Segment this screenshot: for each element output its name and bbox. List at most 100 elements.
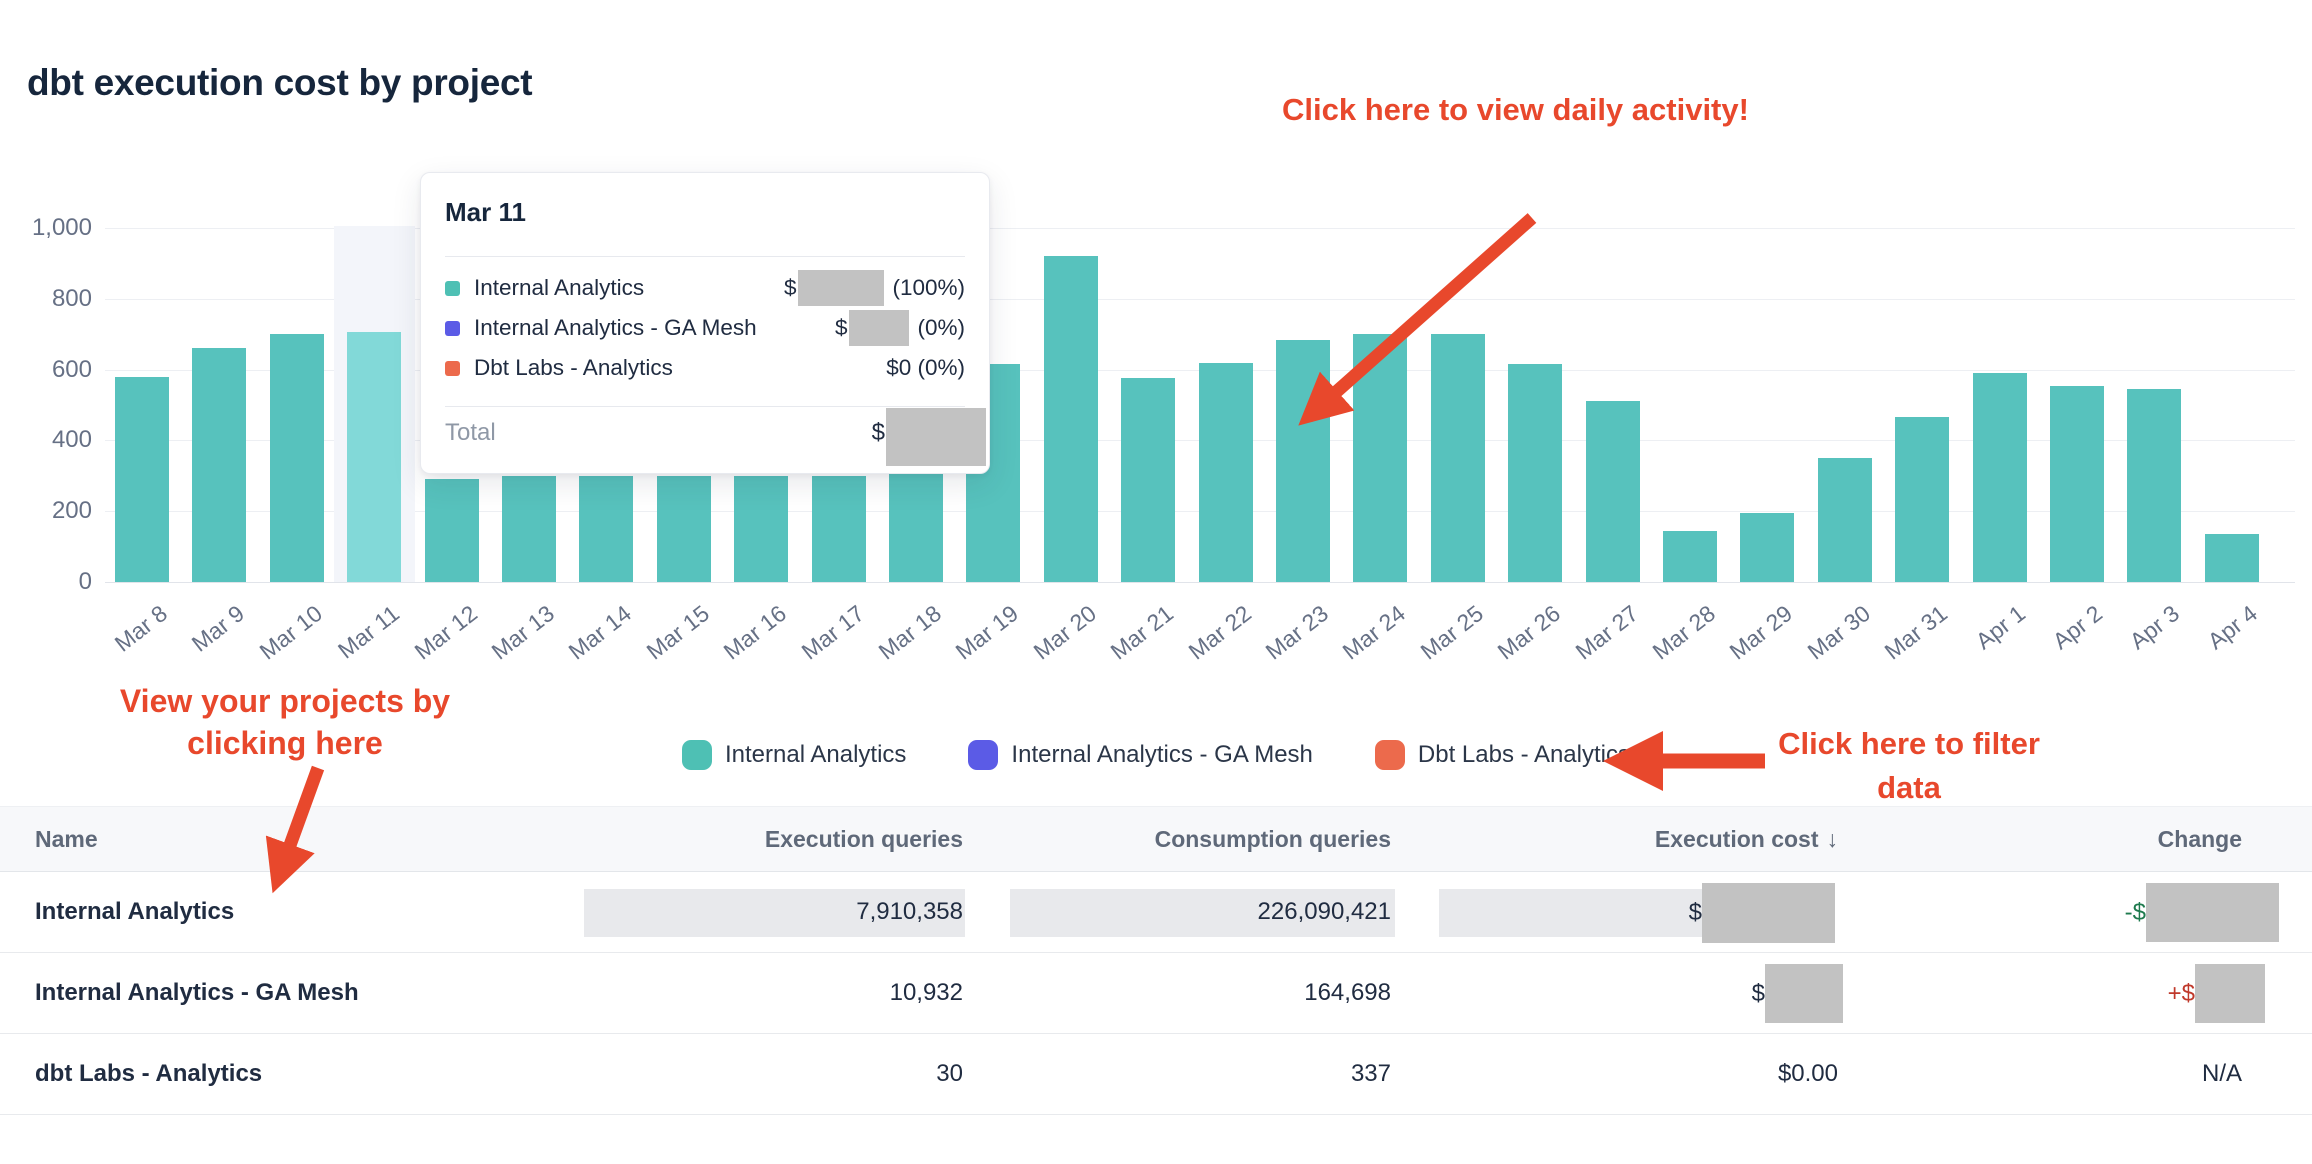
column-header-name[interactable]: Name: [35, 826, 98, 852]
bar-mar-24[interactable]: [1353, 334, 1408, 582]
consumption-queries-value: 337: [1350, 1060, 1391, 1087]
bar-apr-3[interactable]: [2127, 389, 2182, 582]
bar-mar-31[interactable]: [1895, 417, 1950, 582]
bar-mar-30[interactable]: [1817, 458, 1872, 582]
change-prefix-positive: +$: [2167, 979, 2195, 1007]
series-swatch-ga-mesh: [445, 320, 460, 336]
project-name[interactable]: dbt Labs - Analytics: [35, 1060, 263, 1087]
redacted-value: [2146, 883, 2279, 942]
tooltip-percent: (0%): [917, 315, 965, 340]
y-axis-label-200: 200: [51, 497, 92, 525]
change-value: N/A: [2201, 1060, 2242, 1087]
bar-mar-9[interactable]: [192, 348, 247, 582]
change-prefix-negative: -$: [2124, 898, 2146, 926]
execution-queries-value: 30: [936, 1060, 963, 1087]
bar-mar-20[interactable]: [1043, 256, 1098, 582]
bar-mar-10[interactable]: [269, 334, 324, 582]
highlighted-cell: [1010, 889, 1395, 937]
redacted-value: [1702, 882, 1835, 943]
bar-mar-22[interactable]: [1198, 362, 1253, 582]
column-header-execution-queries[interactable]: Execution queries: [764, 826, 963, 852]
bar-mar-21[interactable]: [1121, 378, 1176, 582]
legend-label: Dbt Labs - Analytics: [1417, 741, 1630, 768]
bar-mar-8[interactable]: [115, 376, 169, 582]
series-swatch-dbt-labs: [445, 360, 460, 376]
execution-queries-value: 10,932: [889, 979, 963, 1006]
bar-mar-26[interactable]: [1508, 364, 1563, 582]
bar-mar-15[interactable]: [656, 475, 711, 582]
tooltip-value-prefix: $: [783, 275, 797, 300]
legend-item-ga-mesh[interactable]: Internal Analytics - GA Mesh: [968, 740, 1313, 770]
chart-tooltip: Mar 11 Internal Analytics $ (100%) Inter…: [420, 172, 990, 474]
bar-mar-25[interactable]: [1430, 334, 1485, 582]
bar-apr-2[interactable]: [2050, 385, 2104, 582]
legend-swatch-purple: [968, 740, 999, 770]
bar-mar-12[interactable]: [424, 479, 479, 582]
bar-mar-16[interactable]: [734, 475, 789, 582]
project-name[interactable]: Internal Analytics - GA Mesh: [35, 979, 359, 1006]
bar-mar-11[interactable]: [347, 332, 402, 582]
tooltip-divider: [445, 406, 965, 407]
bar-mar-17[interactable]: [811, 475, 866, 582]
redacted-value: [849, 310, 910, 346]
column-header-consumption-queries[interactable]: Consumption queries: [1154, 826, 1391, 852]
bar-mar-18[interactable]: [889, 468, 943, 582]
y-gridline-1000: [105, 228, 2295, 229]
bar-mar-23[interactable]: [1276, 339, 1330, 582]
bar-mar-14[interactable]: [579, 475, 634, 582]
y-axis-label-1000: 1,000: [31, 214, 92, 241]
tooltip-series-label: Internal Analytics: [474, 275, 645, 300]
chart-legend: Internal Analytics Internal Analytics - …: [0, 740, 2312, 770]
bar-apr-4[interactable]: [2204, 534, 2259, 582]
annotation-view-projects: View your projects by clicking here: [119, 683, 451, 761]
redacted-total-value: [886, 408, 986, 466]
table-row-dbt-labs[interactable]: dbt Labs - Analytics 30 337 $0.00 N/A: [0, 1034, 2312, 1115]
bar-mar-28[interactable]: [1663, 530, 1717, 582]
annotation-filter-data: Click here to filter data: [1778, 726, 2040, 805]
tooltip-value-prefix: $: [834, 315, 848, 340]
change-value: +$: [2168, 953, 2265, 1034]
table-row-ga-mesh[interactable]: Internal Analytics - GA Mesh 10,932 164,…: [0, 953, 2312, 1034]
page-title: dbt execution cost by project: [27, 62, 533, 103]
tooltip-total-prefix: $: [871, 419, 885, 446]
redacted-value: [798, 270, 885, 306]
bar-mar-27[interactable]: [1585, 401, 1640, 582]
tooltip-series-label: Internal Analytics - GA Mesh: [474, 315, 757, 340]
legend-item-dbt-labs[interactable]: Dbt Labs - Analytics: [1374, 740, 1630, 770]
annotation-daily-activity: Click here to view daily activity!: [1282, 92, 1749, 127]
execution-cost-value: $: [1689, 872, 1835, 953]
legend-label: Internal Analytics - GA Mesh: [1011, 741, 1313, 768]
bar-apr-1[interactable]: [1972, 373, 2027, 582]
table-header-row: Name Execution queries Consumption queri…: [0, 806, 2312, 872]
series-swatch-internal-analytics: [445, 280, 460, 296]
sort-descending-icon: ↓: [1826, 826, 1839, 852]
tooltip-total-label: Total: [445, 419, 496, 446]
bar-mar-13[interactable]: [502, 475, 556, 582]
tooltip-series-label: Dbt Labs - Analytics: [474, 355, 673, 380]
tooltip-percent: (100%): [892, 275, 965, 300]
column-header-change[interactable]: Change: [2157, 826, 2242, 852]
y-axis-label-0: 0: [78, 568, 92, 595]
y-axis-label-600: 600: [51, 355, 92, 383]
redacted-value: [2195, 964, 2265, 1023]
project-name[interactable]: Internal Analytics: [35, 898, 235, 925]
execution-queries-value: 7,910,358: [856, 898, 963, 925]
tooltip-date: Mar 11: [445, 197, 526, 227]
consumption-queries-value: 226,090,421: [1257, 898, 1391, 925]
highlighted-cell: [584, 889, 965, 937]
column-header-execution-cost[interactable]: Execution cost ↓: [1654, 826, 1839, 852]
consumption-queries-value: 164,698: [1304, 979, 1391, 1006]
y-gridline-800: [105, 298, 2295, 300]
bar-mar-29[interactable]: [1740, 512, 1795, 582]
table-row-internal-analytics[interactable]: Internal Analytics 7,910,358 226,090,421…: [0, 872, 2312, 953]
legend-swatch-teal: [681, 740, 712, 770]
tooltip-row: Internal Analytics - GA Mesh $ (0%): [445, 308, 965, 348]
redacted-value: [1765, 964, 1843, 1023]
y-axis-label-800: 800: [51, 284, 92, 312]
tooltip-divider: [445, 256, 965, 257]
legend-item-internal-analytics[interactable]: Internal Analytics: [681, 740, 907, 770]
execution-cost-value: $: [1752, 953, 1843, 1034]
y-axis-label-400: 400: [51, 426, 92, 454]
legend-label: Internal Analytics: [724, 741, 907, 768]
